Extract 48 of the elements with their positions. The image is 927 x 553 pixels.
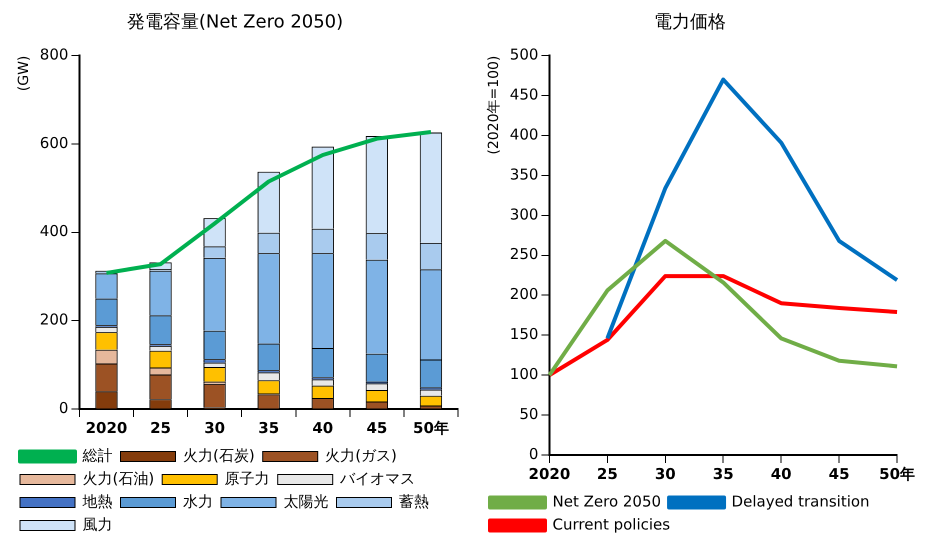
x-tick-label: 30	[654, 464, 676, 483]
y-tick-label: 200	[510, 285, 538, 304]
legend-label: Delayed transition	[732, 492, 870, 510]
legend-label: Current policies	[552, 515, 670, 534]
x-tick-label: 2020	[86, 418, 128, 437]
x-tick-label: 40	[770, 464, 792, 483]
x-tick-label: 50年	[413, 418, 449, 437]
y-tick-label: 800	[40, 45, 68, 64]
y-tick-label: 50	[519, 404, 538, 423]
legend-label: 火力(ガス)	[325, 446, 397, 464]
y-tick-label: 200	[40, 310, 68, 329]
y-tick-label: 600	[40, 134, 68, 152]
chart-title: 発電容量(Net Zero 2050)	[126, 11, 344, 32]
y-tick-label: 300	[510, 205, 538, 224]
x-tick-label: 2020	[528, 464, 570, 483]
x-tick-label: 35	[258, 418, 280, 437]
legend-label: Net Zero 2050	[552, 492, 662, 510]
legend-label: 太陽光	[284, 492, 328, 510]
legend-label: 蓄熱	[399, 492, 429, 510]
legend-label: 火力(石炭)	[183, 446, 255, 464]
x-tick-label: 30	[204, 418, 226, 437]
y-tick-label: 0	[528, 444, 538, 463]
legend-label: バイオマス	[339, 469, 416, 488]
legend-label: 水力	[183, 492, 213, 510]
x-tick-label: 25	[150, 418, 171, 437]
legend-label: 原子力	[224, 469, 270, 488]
y-tick-label: 250	[510, 245, 538, 264]
legend-label: 風力	[82, 515, 112, 534]
y-axis-title: (GW)	[16, 56, 32, 92]
x-tick-label: 45	[828, 464, 850, 483]
y-tick-label: 400	[510, 125, 538, 144]
y-tick-label: 500	[510, 45, 538, 64]
legend-label: 火力(石油)	[82, 469, 154, 488]
y-tick-label: 450	[510, 85, 538, 104]
y-tick-label: 150	[510, 325, 538, 344]
legend-label: 総計	[82, 446, 112, 464]
legend-label: 地熱	[82, 492, 112, 510]
x-tick-label: 45	[366, 418, 388, 437]
y-axis-title: (2020年=100)	[486, 56, 502, 155]
y-tick-label: 100	[510, 365, 538, 384]
y-tick-label: 0	[58, 398, 68, 417]
x-tick-label: 25	[596, 464, 618, 483]
y-tick-label: 400	[40, 222, 68, 240]
chart-title: 電力価格	[654, 11, 726, 32]
x-tick-label: 35	[712, 464, 734, 483]
y-tick-label: 350	[510, 165, 538, 184]
x-tick-label: 50年	[879, 464, 915, 483]
x-tick-label: 40	[312, 418, 334, 437]
